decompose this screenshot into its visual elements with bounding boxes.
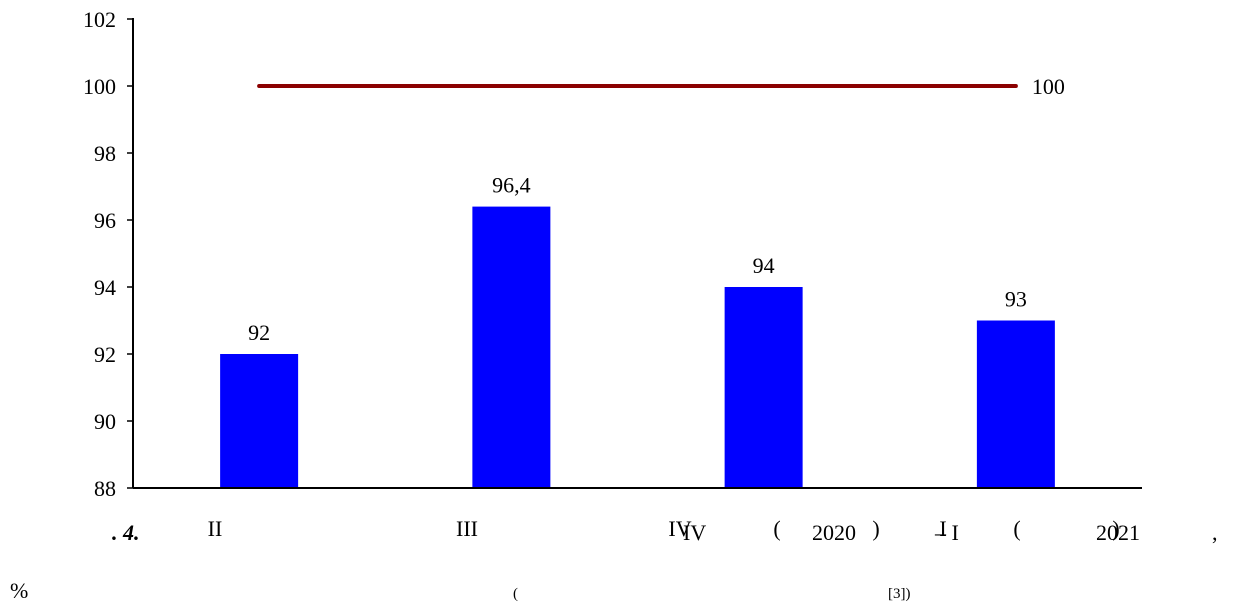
caption-year-start: 2020 — [812, 520, 856, 545]
x-tick-paren: ( — [773, 516, 780, 541]
data-labels: 92 96,4 94 93 — [248, 173, 1027, 345]
y-tick-label: 96 — [94, 208, 116, 233]
y-tick-label: 92 — [94, 342, 116, 367]
y-tick-label: 102 — [83, 7, 116, 32]
x-axis-labels: II III IV I()() — [208, 516, 1120, 541]
x-tick-label: III — [456, 516, 478, 541]
bar — [220, 354, 299, 488]
axes — [132, 18, 1142, 489]
x-tick-label: II — [208, 516, 223, 541]
bar — [724, 287, 803, 488]
y-tick-label: 90 — [94, 409, 116, 434]
caption-quarter-start: IV — [683, 520, 707, 545]
caption-comma: , — [1212, 520, 1218, 545]
x-tick-paren: ) — [1112, 516, 1119, 541]
bar — [976, 320, 1055, 488]
y-tick-label: 88 — [94, 476, 116, 501]
data-label: 92 — [248, 320, 270, 345]
reference-line-group: 100 — [257, 74, 1065, 99]
reference-line-label: 100 — [1032, 74, 1065, 99]
caption-open-paren: ( — [513, 586, 518, 602]
y-axis-ticks: 88 90 92 94 96 98 100 102 — [83, 7, 133, 501]
caption-source-ref: [3]) — [888, 586, 911, 602]
data-label: 94 — [753, 253, 775, 278]
data-label: 93 — [1005, 287, 1027, 312]
y-tick-label: 100 — [83, 74, 116, 99]
caption-percent: % — [10, 578, 29, 603]
y-tick-label: 94 — [94, 275, 116, 300]
data-label: 96,4 — [492, 173, 531, 198]
x-tick-paren: ) — [872, 516, 879, 541]
figure-label: . 4. — [112, 520, 140, 545]
x-tick-paren: ( — [1013, 516, 1020, 541]
y-tick-label: 98 — [94, 141, 116, 166]
x-tick-label: IV — [668, 516, 691, 541]
caption-year-end: 2021 — [1096, 520, 1140, 545]
x-tick-label: I — [939, 516, 946, 541]
bar — [472, 206, 551, 488]
bars — [220, 206, 1055, 488]
caption-quarter-end: – I — [935, 520, 959, 545]
